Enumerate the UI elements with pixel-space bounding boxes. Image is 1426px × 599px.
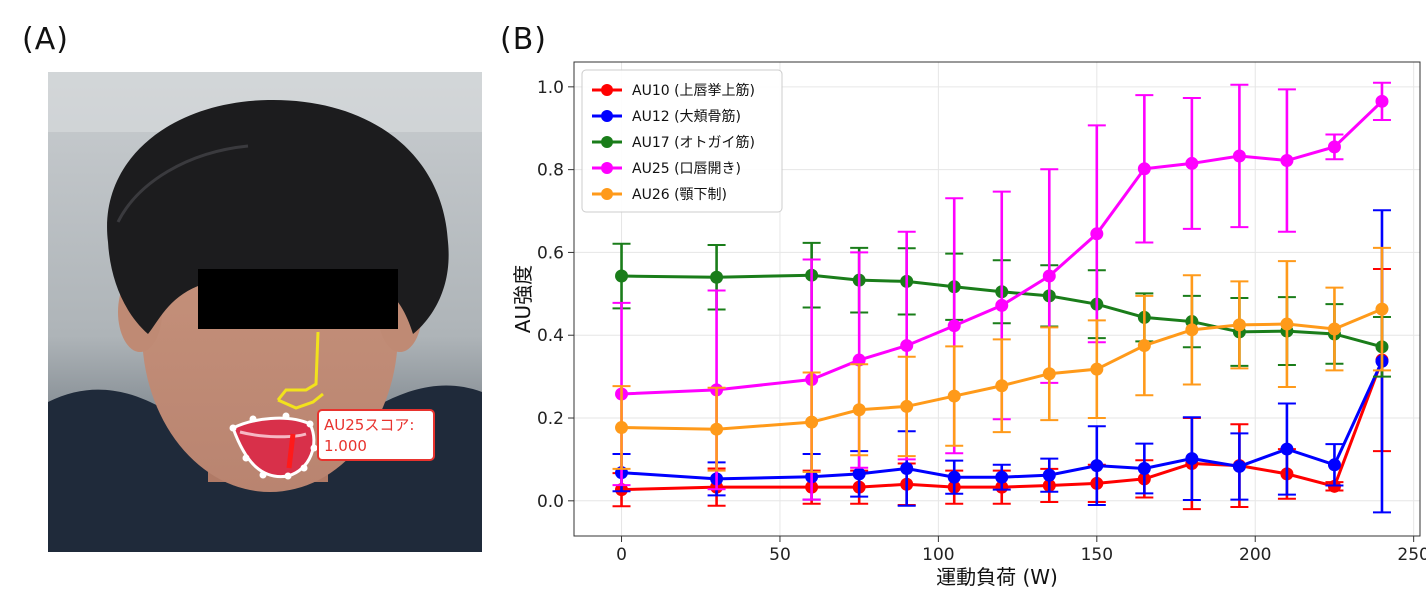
data-point bbox=[1232, 318, 1246, 332]
data-point bbox=[900, 462, 914, 476]
legend: AU10 (上唇挙上筋) AU12 (大頬骨筋) AU17 (オトガイ筋) AU25 … bbox=[581, 69, 783, 213]
data-point bbox=[852, 467, 866, 481]
data-point bbox=[1185, 452, 1199, 466]
data-point bbox=[1042, 367, 1056, 381]
data-point bbox=[1137, 162, 1151, 176]
data-point bbox=[1185, 323, 1199, 337]
legend-swatch-marker bbox=[601, 188, 613, 200]
teeth-line bbox=[239, 430, 307, 439]
hair-highlight bbox=[116, 144, 249, 223]
legend-item: AU17 (オトガイ筋) bbox=[592, 134, 755, 151]
y-tick-label: 0.2 bbox=[537, 409, 564, 429]
legend-item: AU12 (大頬骨筋) bbox=[592, 108, 741, 125]
data-point bbox=[1090, 459, 1104, 473]
data-point bbox=[852, 403, 866, 417]
legend-label: AU25 (口唇開き) bbox=[632, 161, 741, 177]
y-tick-label: 0.0 bbox=[537, 492, 564, 512]
data-point bbox=[1327, 140, 1341, 154]
x-tick-label: 0 bbox=[616, 545, 627, 565]
data-point bbox=[1090, 227, 1104, 241]
data-point bbox=[900, 339, 914, 353]
legend-label: AU10 (上唇挙上筋) bbox=[632, 82, 755, 99]
data-point bbox=[995, 379, 1009, 393]
legend-item: AU10 (上唇挙上筋) bbox=[592, 82, 755, 99]
legend-swatch-marker bbox=[601, 136, 613, 148]
mouth-opening-line bbox=[286, 433, 296, 469]
data-point bbox=[1042, 269, 1056, 283]
privacy-bar bbox=[198, 269, 398, 329]
x-axis-label: 運動負荷 (W) bbox=[936, 565, 1058, 589]
chart-svg: 0 50 100 150 200 250 0.0 0.2 0.4 0.6 0.8 1.0 運動負荷 (… bbox=[511, 61, 1426, 589]
data-point bbox=[1280, 442, 1294, 456]
data-point bbox=[1232, 459, 1246, 473]
x-tick-label: 100 bbox=[922, 545, 954, 565]
x-tick-label: 150 bbox=[1081, 545, 1113, 565]
data-point bbox=[1280, 317, 1294, 331]
data-point bbox=[615, 421, 629, 435]
data-point bbox=[947, 389, 961, 403]
data-point bbox=[710, 422, 724, 436]
ticks: 0 50 100 150 200 250 0.0 0.2 0.4 0.6 0.8 1.0 bbox=[537, 78, 1426, 565]
y-tick-label: 0.8 bbox=[537, 161, 564, 181]
data-point bbox=[1327, 458, 1341, 472]
legend-swatch-marker bbox=[601, 84, 613, 96]
legend-label: AU17 (オトガイ筋) bbox=[632, 134, 755, 151]
data-point bbox=[1137, 462, 1151, 476]
data-point bbox=[1375, 94, 1389, 108]
data-point bbox=[1280, 154, 1294, 168]
au25-score-value: 1.000 bbox=[324, 437, 367, 455]
mouth-region bbox=[231, 416, 316, 479]
data-point bbox=[947, 319, 961, 333]
face-illustration: AU25スコア: 1.000 bbox=[48, 72, 482, 552]
data-point bbox=[947, 470, 961, 484]
y-tick-label: 1.0 bbox=[537, 78, 564, 98]
data-point bbox=[1042, 468, 1056, 482]
data-point bbox=[900, 399, 914, 413]
data-point bbox=[615, 269, 629, 283]
x-tick-label: 200 bbox=[1239, 545, 1271, 565]
data-point bbox=[995, 298, 1009, 312]
legend-item: AU25 (口唇開き) bbox=[592, 161, 741, 177]
legend-swatch-marker bbox=[601, 162, 613, 174]
panel-label-a: (A) bbox=[22, 22, 69, 57]
data-point bbox=[1375, 302, 1389, 316]
data-point bbox=[1137, 339, 1151, 353]
au-intensity-chart: 0 50 100 150 200 250 0.0 0.2 0.4 0.6 0.8 1.0 運動負荷 (… bbox=[500, 50, 1426, 595]
au25-score-label: AU25スコア: bbox=[324, 416, 414, 434]
data-point bbox=[1327, 322, 1341, 336]
data-point bbox=[995, 470, 1009, 484]
series-5 bbox=[612, 246, 1391, 473]
data-point bbox=[1232, 149, 1246, 163]
data-point bbox=[1185, 156, 1199, 170]
legend-item: AU26 (顎下制) bbox=[592, 187, 727, 203]
x-tick-label: 250 bbox=[1397, 545, 1426, 565]
data-point bbox=[1090, 362, 1104, 376]
nose-base-landmark-line bbox=[277, 392, 324, 410]
nose-landmark-line bbox=[276, 331, 320, 401]
y-axis-label: AU強度 bbox=[511, 265, 535, 333]
series-layer bbox=[612, 81, 1391, 514]
mouth-landmarks bbox=[229, 412, 318, 480]
data-point bbox=[710, 270, 724, 284]
y-tick-label: 0.6 bbox=[537, 243, 564, 263]
legend-swatch-marker bbox=[601, 110, 613, 122]
au25-score-box bbox=[317, 409, 435, 461]
x-tick-label: 50 bbox=[769, 545, 791, 565]
legend-label: AU26 (顎下制) bbox=[632, 187, 727, 203]
legend-box bbox=[581, 69, 783, 213]
panel-label-b: (B) bbox=[500, 22, 547, 57]
legend-label: AU12 (大頬骨筋) bbox=[632, 108, 741, 125]
data-point bbox=[805, 415, 819, 429]
face-photo: AU25スコア: 1.000 bbox=[48, 72, 482, 552]
y-tick-label: 0.4 bbox=[537, 326, 564, 346]
plot-frame bbox=[573, 61, 1421, 537]
